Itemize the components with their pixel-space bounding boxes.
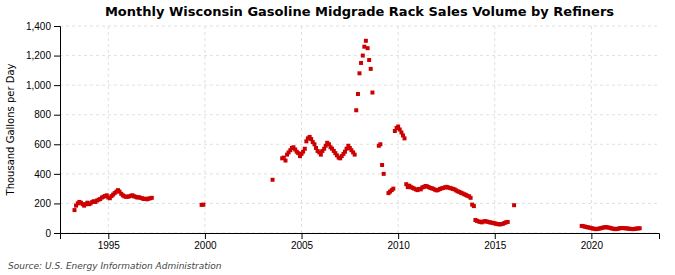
point (283, 159, 287, 163)
grid-line (204, 26, 205, 233)
y-axis-title: Thousand Gallons per Day (5, 63, 16, 196)
point (354, 108, 358, 112)
point (312, 142, 316, 146)
point (367, 58, 371, 62)
grid-line (494, 26, 495, 233)
tick-label: 2015 (484, 240, 507, 251)
point (638, 226, 642, 230)
point (150, 196, 154, 200)
axis-line (61, 234, 660, 240)
tick: 2000 (194, 233, 217, 251)
tick-label: 2010 (388, 240, 411, 251)
tick: 600 (34, 139, 60, 150)
tick-mark (54, 26, 60, 27)
point (303, 147, 307, 151)
tick-mark (205, 233, 206, 239)
points (72, 39, 641, 231)
point (366, 46, 370, 50)
tick-label: 0 (45, 228, 51, 239)
tick-mark (54, 85, 60, 86)
point (271, 178, 275, 182)
tick-label: 400 (34, 169, 51, 180)
grid-line (301, 26, 302, 233)
axis-line (54, 27, 61, 234)
point (380, 163, 384, 167)
tick-mark (54, 115, 60, 116)
tick: 1,000 (26, 80, 60, 91)
x-axis: 1995 2000 2005 2010 2015 2020 (61, 233, 660, 251)
grid-line (60, 114, 659, 115)
point (72, 208, 76, 212)
tick: 2010 (388, 233, 411, 251)
tick: 2015 (484, 233, 507, 251)
point (369, 67, 373, 71)
tick: 2020 (581, 233, 604, 251)
tick-mark (54, 203, 60, 204)
tick-mark (108, 233, 109, 239)
title: Monthly Wisconsin Gasoline Midgrade Rack… (105, 4, 614, 19)
tick-label: 1,400 (26, 21, 51, 32)
point (358, 71, 362, 75)
tick-mark (495, 233, 496, 239)
grid-line (60, 144, 659, 145)
tick-label: 200 (34, 198, 51, 209)
grid-line (60, 85, 659, 86)
point (356, 92, 360, 96)
grid-line (60, 55, 659, 56)
tick-label: 2005 (291, 240, 314, 251)
point (359, 61, 363, 65)
tick: 2005 (291, 233, 314, 251)
point (201, 203, 205, 207)
point (319, 153, 323, 157)
y-axis: 0 200 400 600 800 1,000 1,200 1,400 (26, 21, 61, 239)
tick: 1,400 (26, 21, 60, 32)
tick: 400 (34, 169, 60, 180)
tick-mark (54, 233, 60, 234)
tick: 1995 (98, 233, 121, 251)
grid-line (60, 173, 659, 174)
tick: 1,200 (26, 50, 60, 61)
grid-line (591, 26, 592, 233)
point (370, 91, 374, 95)
tick-label: 800 (34, 109, 51, 120)
point (472, 204, 476, 208)
plot: 1995 2000 2005 2010 2015 2020 0 200 400 600 800 1,0… (26, 21, 660, 251)
grid (60, 26, 659, 233)
tick-label: 1995 (98, 240, 121, 251)
tick-mark (591, 233, 592, 239)
grid-line (108, 26, 109, 233)
tick-mark (54, 174, 60, 175)
chart: 1995 2000 2005 2010 2015 2020 0 200 400 600 800 1,0… (0, 0, 675, 275)
tick: 800 (34, 109, 60, 120)
point (512, 203, 516, 207)
point (382, 172, 386, 176)
point (403, 136, 407, 140)
tick-label: 2020 (581, 240, 604, 251)
tick-mark (54, 56, 60, 57)
point (361, 54, 365, 58)
tick-label: 1,000 (26, 80, 51, 91)
tick-mark (302, 233, 303, 239)
point (364, 39, 368, 43)
tick: 200 (34, 198, 60, 209)
grid-line (60, 26, 659, 27)
point (469, 196, 473, 200)
tick: 0 (45, 228, 60, 239)
point (391, 187, 395, 191)
point (378, 142, 382, 146)
tick-mark (54, 144, 60, 145)
tick-label: 1,200 (26, 50, 51, 61)
tick-label: 2000 (194, 240, 217, 251)
annotation: Source: U.S. Energy Information Administ… (8, 261, 222, 271)
grid-line (60, 203, 659, 204)
tick-label: 600 (34, 139, 51, 150)
point (353, 153, 357, 157)
tick-mark (398, 233, 399, 239)
point (506, 220, 510, 224)
